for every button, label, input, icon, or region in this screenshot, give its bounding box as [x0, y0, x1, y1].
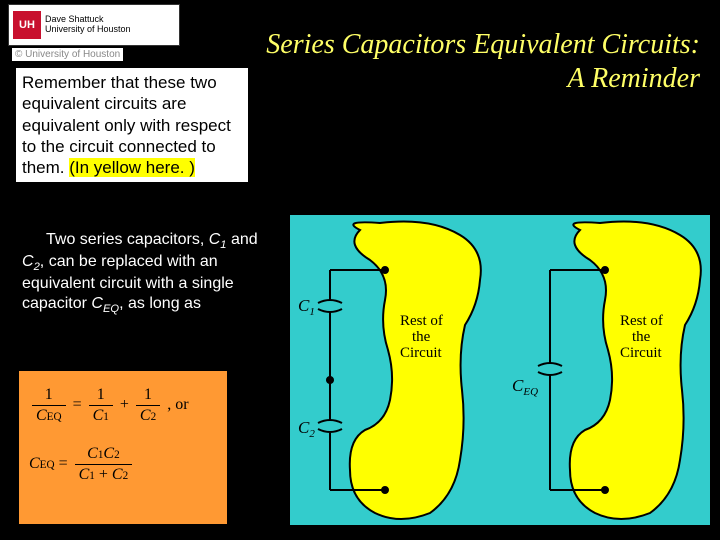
body-text: Two series capacitors, C1 and C2, can be…	[22, 230, 272, 317]
uh-badge: UH	[13, 11, 41, 39]
f-or: , or	[167, 396, 188, 413]
f2-d2: C	[112, 466, 123, 483]
copyright: © University of Houston	[12, 48, 123, 61]
f2-eq: =	[59, 455, 72, 472]
f-c1-sub: 1	[103, 411, 109, 423]
f-eq: =	[73, 396, 86, 413]
f2-d1: C	[79, 466, 90, 483]
body-frag4: , as long as	[119, 295, 201, 312]
f2-ceq-sub: EQ	[40, 459, 55, 471]
f2-c2s: 2	[114, 449, 120, 461]
body-ceq: C	[91, 295, 103, 312]
f-c2-sub: 2	[151, 411, 157, 423]
logo-line2: University of Houston	[45, 25, 131, 35]
body-frag: Two series capacitors,	[46, 231, 209, 248]
f2-c2: C	[103, 445, 114, 462]
f2-dplus: +	[95, 466, 112, 483]
f-c1: C	[93, 407, 104, 424]
logo-box: UH Dave Shattuck University of Houston	[8, 4, 180, 46]
f2-c1: C	[87, 445, 98, 462]
f-plus: +	[120, 396, 133, 413]
body-c1: C	[209, 231, 221, 248]
slide-title: Series Capacitors Equivalent Circuits: A…	[260, 28, 700, 95]
f2-d2s: 2	[123, 470, 129, 482]
f-ceq: C	[36, 407, 47, 424]
body-c2: C	[22, 253, 34, 270]
f-num3: 1	[136, 385, 160, 406]
reminder-highlight: (In yellow here. )	[69, 158, 195, 177]
f-ceq-sub: EQ	[47, 411, 62, 423]
body-frag2: and	[227, 231, 258, 248]
f2-ceq: C	[29, 455, 40, 472]
formula-row2: CEQ = C1C2 C1 + C2	[29, 444, 217, 485]
circuit-diagram: C1 C2 Rest of the Circuit CEQ Rest of th…	[290, 215, 710, 525]
f-c2: C	[140, 407, 151, 424]
f-num2: 1	[89, 385, 113, 406]
formula-box: 1CEQ = 1C1 + 1C2 , or CEQ = C1C2 C1 + C2	[18, 370, 228, 525]
reminder-box: Remember that these two equivalent circu…	[16, 68, 248, 182]
logo-text: Dave Shattuck University of Houston	[45, 15, 131, 35]
body-ceq-sub: EQ	[103, 304, 119, 316]
f-num: 1	[32, 385, 66, 406]
formula-row1: 1CEQ = 1C1 + 1C2 , or	[29, 385, 217, 426]
